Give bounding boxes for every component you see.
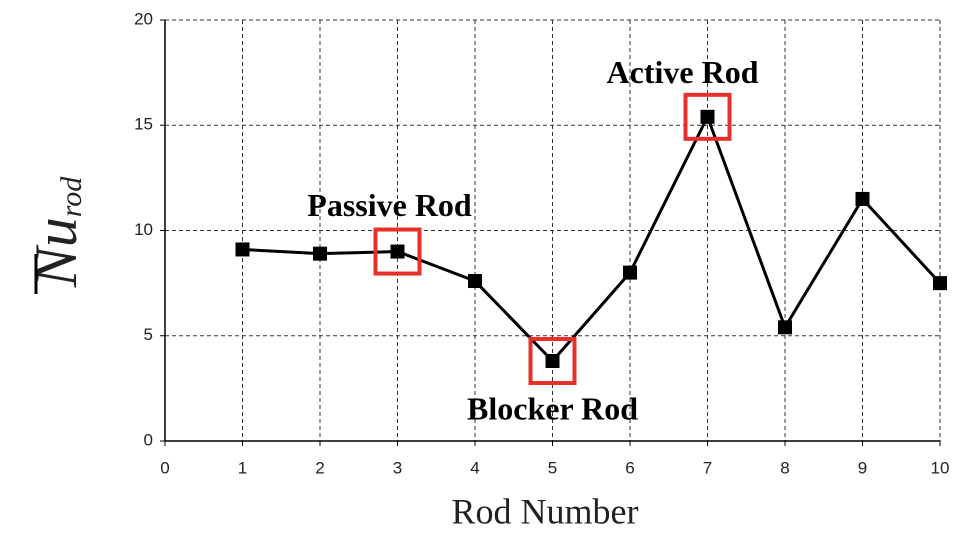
y-tick-label: 20 (134, 9, 153, 28)
data-point (623, 265, 637, 280)
data-point (468, 274, 482, 289)
y-axis-label: Nurod (23, 176, 89, 289)
annotation: Active Rod (607, 54, 759, 90)
x-axis-label: Rod Number (452, 491, 639, 531)
x-tick-label: 6 (625, 458, 634, 477)
data-point (545, 354, 560, 369)
data-point (313, 246, 327, 261)
x-tick-label: 4 (470, 458, 479, 477)
data-point (933, 276, 947, 291)
x-tick-label: 10 (931, 458, 950, 477)
data-point (390, 244, 405, 259)
x-tick-label: 8 (780, 458, 789, 477)
x-tick-label: 9 (858, 458, 867, 477)
annotation: Passive Rod (307, 187, 472, 223)
x-tick-label: 7 (703, 458, 712, 477)
data-point (778, 320, 792, 335)
highlight-box (683, 92, 732, 141)
x-tick-label: 1 (238, 458, 247, 477)
x-tick-label: 3 (393, 458, 402, 477)
data-point (700, 109, 715, 124)
y-tick-label: 0 (144, 430, 153, 449)
data-point (855, 191, 870, 206)
y-axis-label-group: Nurod (23, 176, 89, 294)
y-tick-label: 15 (134, 115, 153, 134)
y-tick-label: 10 (134, 220, 153, 239)
highlight-box (528, 337, 577, 386)
data-line (242, 113, 942, 364)
y-tick-label: 5 (144, 325, 153, 344)
y-label-main: Nu (23, 217, 89, 288)
y-label-subscript: rod (55, 176, 88, 218)
x-tick-label: 0 (160, 458, 169, 477)
annotation: Blocker Rod (467, 390, 638, 426)
x-tick-label: 5 (548, 458, 557, 477)
x-tick-label: 2 (315, 458, 324, 477)
data-point (235, 242, 250, 257)
highlight-box (373, 227, 422, 276)
